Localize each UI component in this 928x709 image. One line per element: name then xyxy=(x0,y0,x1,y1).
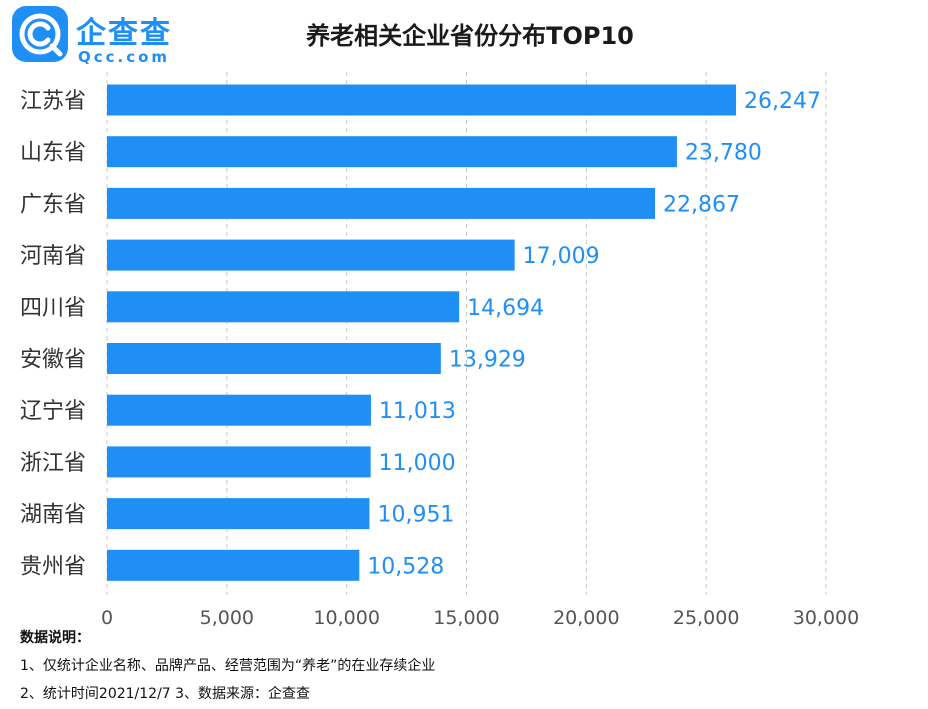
bar xyxy=(107,84,737,116)
bar xyxy=(107,291,460,323)
category-label: 江苏省 xyxy=(20,89,86,114)
value-label: 13,929 xyxy=(449,348,526,373)
value-label: 14,694 xyxy=(467,296,544,321)
category-label: 广东省 xyxy=(20,192,86,217)
category-label: 山东省 xyxy=(20,141,86,166)
category-label: 安徽省 xyxy=(20,348,86,373)
value-label: 26,247 xyxy=(744,89,821,114)
qcc-logo-icon xyxy=(12,6,68,62)
chart-title: 养老相关企业省份分布TOP10 xyxy=(306,22,634,50)
x-tick-label: 5,000 xyxy=(200,607,254,629)
bar xyxy=(107,343,441,374)
category-label: 四川省 xyxy=(20,296,86,321)
logo-name: 企查查 xyxy=(76,16,172,51)
x-tick-label: 25,000 xyxy=(673,607,739,629)
bar xyxy=(107,446,371,478)
bar-chart: 26,247 23,780 22,867 17,009 14,694 13,929 11,0… xyxy=(20,72,859,629)
value-label: 10,528 xyxy=(367,554,444,579)
bar xyxy=(107,187,656,219)
category-label: 辽宁省 xyxy=(20,399,86,424)
logo-domain: Qcc.com xyxy=(78,48,171,66)
value-label: 11,000 xyxy=(379,451,456,476)
x-tick-label: 0 xyxy=(101,607,113,629)
value-label: 23,780 xyxy=(685,141,762,166)
value-label: 11,013 xyxy=(379,399,456,424)
category-label: 湖南省 xyxy=(20,503,86,528)
notes-title: 数据说明： xyxy=(20,630,90,646)
logo: 企查查 Qcc.com xyxy=(12,6,202,66)
notes-line-1: 1、仅统计企业名称、品牌产品、经营范围为“养老”的在业存续企业 xyxy=(20,658,436,674)
x-tick-label: 15,000 xyxy=(433,607,499,629)
category-label: 河南省 xyxy=(20,244,86,269)
data-notes: 数据说明： 1、仅统计企业名称、品牌产品、经营范围为“养老”的在业存续企业 2、… xyxy=(20,624,435,708)
category-label: 贵州省 xyxy=(20,554,86,579)
value-label: 22,867 xyxy=(663,192,740,217)
x-axis-ticks: 0 5,000 10,000 15,000 20,000 25,000 30,000 xyxy=(101,607,859,629)
bars xyxy=(107,84,737,581)
bar xyxy=(107,239,515,271)
x-tick-label: 20,000 xyxy=(553,607,619,629)
bar xyxy=(107,549,360,581)
bar xyxy=(107,498,370,530)
category-label: 浙江省 xyxy=(20,451,86,476)
value-label: 17,009 xyxy=(523,244,600,269)
value-labels: 26,247 23,780 22,867 17,009 14,694 13,929 11,0… xyxy=(367,89,821,579)
bar xyxy=(107,394,371,426)
x-tick-label: 30,000 xyxy=(793,607,859,629)
bar xyxy=(107,136,677,168)
x-tick-label: 10,000 xyxy=(313,607,379,629)
notes-line-2: 2、统计时间2021/12/7 3、数据来源：企查查 xyxy=(20,686,311,702)
value-label: 10,951 xyxy=(377,503,454,528)
